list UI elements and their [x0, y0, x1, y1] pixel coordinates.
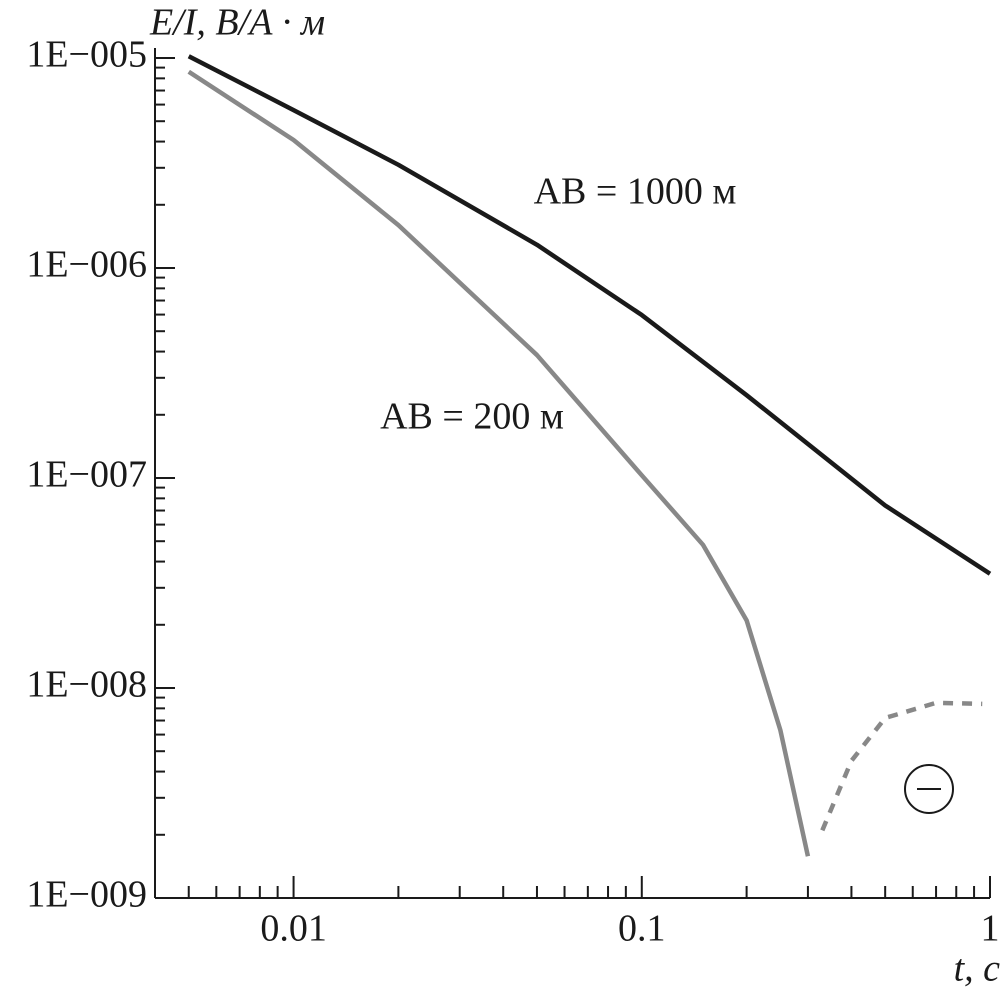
y-tick-label: 1E−008 [26, 664, 147, 706]
y-tick-label: 1E−009 [26, 874, 147, 916]
y-axis-label: E/I, В/А · м [149, 2, 325, 44]
x-tick-label: 0.01 [260, 908, 327, 950]
y-tick-label: 1E−005 [26, 34, 147, 76]
series-line [820, 700, 983, 832]
series-label: AB = 1000 м [534, 171, 737, 213]
negative-marker [904, 764, 954, 814]
y-tick-label: 1E−006 [26, 244, 147, 286]
series-line [187, 69, 811, 857]
x-tick-label: 0.1 [618, 908, 666, 950]
series-line [187, 54, 992, 576]
series-label: AB = 200 м [380, 396, 564, 438]
x-tick-label: 1 [981, 908, 1000, 950]
y-tick-label: 1E−007 [26, 454, 147, 496]
x-axis-label: t, с [954, 948, 1001, 990]
